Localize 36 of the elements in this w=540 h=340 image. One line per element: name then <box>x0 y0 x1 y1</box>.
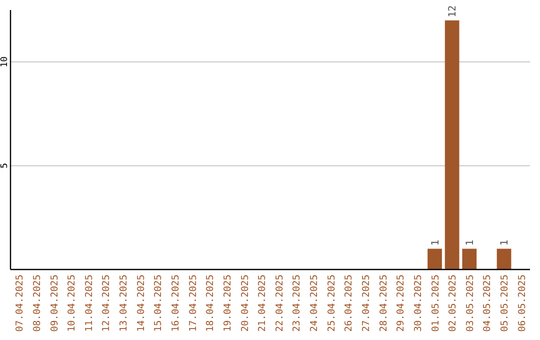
x-tick-label: 26.04.2025 <box>344 274 355 332</box>
x-tick-label: 20.04.2025 <box>240 274 251 332</box>
x-tick-label: 08.04.2025 <box>32 274 43 332</box>
data-label: 1 <box>500 240 511 246</box>
x-tick-label: 19.04.2025 <box>222 274 234 332</box>
data-label: 1 <box>430 240 442 246</box>
y-tick-label: 10 <box>0 56 10 68</box>
x-tick-label: 15.04.2025 <box>153 274 164 332</box>
x-tick-label: 05.05.2025 <box>500 274 511 332</box>
x-tick-label: 04.05.2025 <box>482 274 494 332</box>
x-tick-label: 10.04.2025 <box>66 274 78 332</box>
x-tick-label: 18.04.2025 <box>205 274 216 332</box>
x-tick-label: 11.04.2025 <box>84 274 95 332</box>
x-tick-label: 02.05.2025 <box>448 274 459 332</box>
x-tick-label: 13.04.2025 <box>118 274 130 332</box>
x-tick-label: 01.05.2025 <box>430 274 442 332</box>
x-tick-label: 30.04.2025 <box>412 274 424 332</box>
x-tick-label: 06.05.2025 <box>516 274 528 332</box>
data-label: 1 <box>464 240 476 246</box>
x-tick-label: 14.04.2025 <box>136 274 147 332</box>
x-tick-label: 17.04.2025 <box>188 274 199 332</box>
x-tick-label: 22.04.2025 <box>274 274 286 332</box>
x-tick-label: 21.04.2025 <box>257 274 268 332</box>
data-label: 12 <box>448 5 459 18</box>
x-tick-label: 29.04.2025 <box>396 274 407 332</box>
x-tick-label: 12.04.2025 <box>101 274 112 332</box>
x-tick-label: 09.04.2025 <box>49 274 60 332</box>
x-tick-label: 27.04.2025 <box>360 274 372 332</box>
x-tick-label: 25.04.2025 <box>326 274 338 332</box>
x-tick-label: 28.04.2025 <box>378 274 390 332</box>
x-tick-label: 07.04.2025 <box>14 274 26 332</box>
x-tick-label: 23.04.2025 <box>292 274 303 332</box>
x-tick-label: 03.05.2025 <box>464 274 476 332</box>
x-tick-label: 16.04.2025 <box>170 274 182 332</box>
y-tick-label: 5 <box>0 162 10 168</box>
x-tick-label: 24.04.2025 <box>309 274 320 332</box>
